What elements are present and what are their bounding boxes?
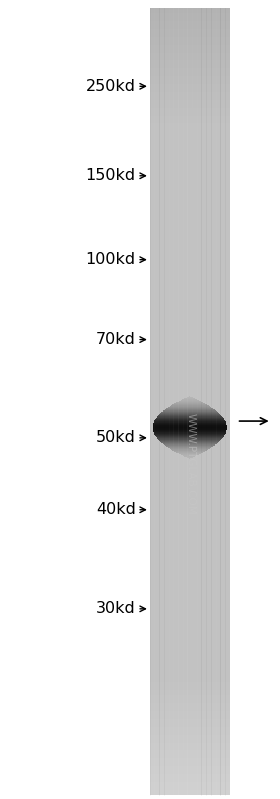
Text: 150kd: 150kd	[86, 169, 136, 183]
Text: 40kd: 40kd	[96, 503, 136, 517]
Text: 50kd: 50kd	[96, 431, 136, 445]
Text: 250kd: 250kd	[86, 79, 136, 93]
Text: 70kd: 70kd	[96, 332, 136, 347]
Text: 30kd: 30kd	[96, 602, 136, 616]
Text: WWW.PTGLAB.COM: WWW.PTGLAB.COM	[185, 412, 195, 515]
Text: 100kd: 100kd	[86, 252, 136, 267]
